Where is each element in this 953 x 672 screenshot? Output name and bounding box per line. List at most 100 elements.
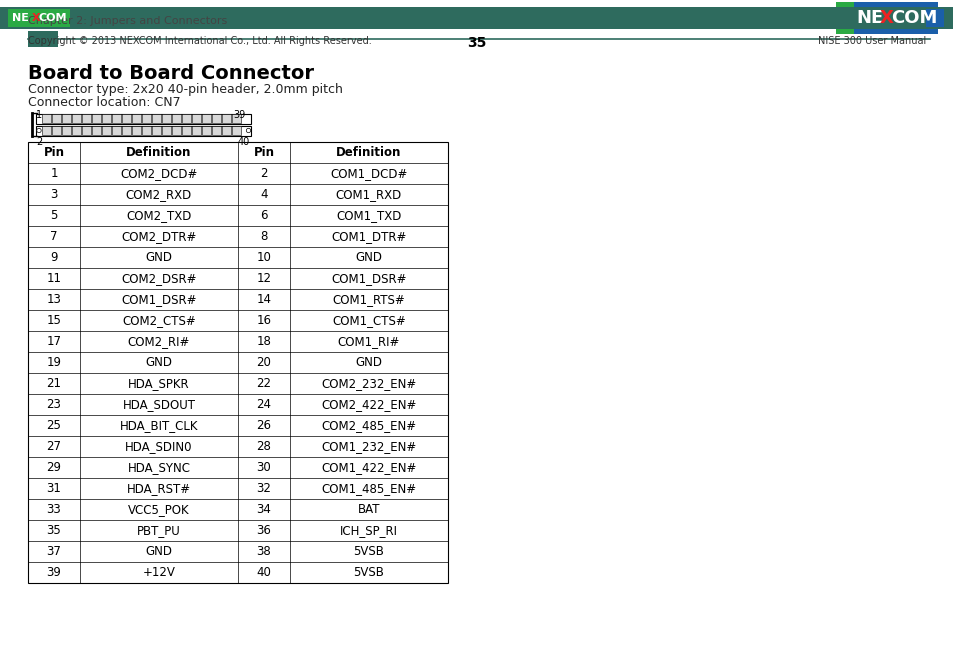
- Text: COM2_DSR#: COM2_DSR#: [121, 272, 196, 285]
- Text: 32: 32: [256, 482, 272, 495]
- Bar: [142, 114, 151, 123]
- Bar: [835, 2, 853, 34]
- Text: HDA_SYNC: HDA_SYNC: [128, 461, 191, 474]
- Text: Definition: Definition: [336, 146, 401, 159]
- Text: COM1_DCD#: COM1_DCD#: [330, 167, 407, 180]
- Text: 35: 35: [47, 524, 61, 537]
- Text: 24: 24: [256, 398, 272, 411]
- Text: COM2_485_EN#: COM2_485_EN#: [321, 419, 416, 432]
- Text: COM1_422_EN#: COM1_422_EN#: [321, 461, 416, 474]
- Bar: [122, 126, 131, 135]
- Bar: [42, 114, 51, 123]
- Bar: [82, 126, 91, 135]
- Text: HDA_RST#: HDA_RST#: [127, 482, 191, 495]
- Text: HDA_BIT_CLK: HDA_BIT_CLK: [120, 419, 198, 432]
- Circle shape: [37, 128, 41, 132]
- Bar: [112, 126, 121, 135]
- Text: Pin: Pin: [44, 146, 65, 159]
- Text: 23: 23: [47, 398, 61, 411]
- Bar: [71, 126, 81, 135]
- Bar: [172, 126, 181, 135]
- Bar: [192, 114, 201, 123]
- Bar: [0, 7, 953, 29]
- Bar: [102, 126, 111, 135]
- Bar: [102, 114, 111, 123]
- Bar: [91, 114, 101, 123]
- Text: 19: 19: [47, 356, 61, 369]
- Bar: [28, 31, 58, 47]
- Text: 8: 8: [260, 230, 268, 243]
- Text: 39: 39: [47, 566, 61, 579]
- Text: 1: 1: [51, 167, 58, 180]
- Text: COM1_RXD: COM1_RXD: [335, 188, 402, 201]
- Text: 3: 3: [51, 188, 57, 201]
- Bar: [182, 114, 191, 123]
- Bar: [925, 9, 943, 27]
- Circle shape: [246, 128, 251, 132]
- Bar: [222, 126, 231, 135]
- Bar: [835, 2, 937, 34]
- Text: 13: 13: [47, 293, 61, 306]
- Bar: [212, 114, 221, 123]
- Text: 20: 20: [256, 356, 272, 369]
- Text: COM2_CTS#: COM2_CTS#: [122, 314, 195, 327]
- Text: GND: GND: [146, 356, 172, 369]
- Text: COM2_232_EN#: COM2_232_EN#: [321, 377, 416, 390]
- Bar: [132, 126, 141, 135]
- Bar: [62, 126, 71, 135]
- Text: NISE 300 User Manual: NISE 300 User Manual: [817, 36, 925, 46]
- Text: NE: NE: [12, 13, 29, 23]
- Text: 1: 1: [36, 110, 42, 120]
- Bar: [42, 126, 51, 135]
- Text: COM1_232_EN#: COM1_232_EN#: [321, 440, 416, 453]
- Text: COM2_RXD: COM2_RXD: [126, 188, 192, 201]
- Bar: [91, 126, 101, 135]
- Text: Connector type: 2x20 40-pin header, 2.0mm pitch: Connector type: 2x20 40-pin header, 2.0m…: [28, 83, 342, 96]
- Text: 2: 2: [260, 167, 268, 180]
- Text: 10: 10: [256, 251, 272, 264]
- Text: 30: 30: [256, 461, 271, 474]
- Text: COM1_RI#: COM1_RI#: [337, 335, 399, 348]
- Text: 2: 2: [36, 137, 42, 147]
- Bar: [62, 114, 71, 123]
- Text: 22: 22: [256, 377, 272, 390]
- Text: 16: 16: [256, 314, 272, 327]
- Text: 34: 34: [256, 503, 272, 516]
- Bar: [71, 114, 81, 123]
- Text: 36: 36: [256, 524, 272, 537]
- Text: COM2_RI#: COM2_RI#: [128, 335, 190, 348]
- Text: COM1_CTS#: COM1_CTS#: [332, 314, 405, 327]
- Text: COM2_422_EN#: COM2_422_EN#: [321, 398, 416, 411]
- Text: GND: GND: [355, 356, 382, 369]
- Text: GND: GND: [146, 545, 172, 558]
- Text: Board to Board Connector: Board to Board Connector: [28, 64, 314, 83]
- Bar: [232, 126, 241, 135]
- Bar: [172, 114, 181, 123]
- Text: 38: 38: [256, 545, 271, 558]
- Text: 29: 29: [47, 461, 61, 474]
- Bar: [8, 9, 70, 27]
- Text: Pin: Pin: [253, 146, 274, 159]
- Text: HDA_SDIN0: HDA_SDIN0: [125, 440, 193, 453]
- Text: Definition: Definition: [126, 146, 192, 159]
- Text: 21: 21: [47, 377, 61, 390]
- Text: 40: 40: [237, 137, 250, 147]
- Text: COM2_DCD#: COM2_DCD#: [120, 167, 197, 180]
- Text: 33: 33: [47, 503, 61, 516]
- Bar: [52, 114, 61, 123]
- Text: COM1_DSR#: COM1_DSR#: [121, 293, 196, 306]
- Bar: [232, 114, 241, 123]
- Bar: [192, 126, 201, 135]
- Text: 11: 11: [47, 272, 61, 285]
- Text: HDA_SPKR: HDA_SPKR: [128, 377, 190, 390]
- Text: 17: 17: [47, 335, 61, 348]
- Text: VCC5_POK: VCC5_POK: [128, 503, 190, 516]
- Text: COM2_DTR#: COM2_DTR#: [121, 230, 196, 243]
- Text: Copyright © 2013 NEXCOM International Co., Ltd. All Rights Reserved.: Copyright © 2013 NEXCOM International Co…: [28, 36, 372, 46]
- Bar: [202, 126, 211, 135]
- Text: ICH_SP_RI: ICH_SP_RI: [339, 524, 397, 537]
- Text: GND: GND: [146, 251, 172, 264]
- Bar: [82, 114, 91, 123]
- Text: HDA_SDOUT: HDA_SDOUT: [122, 398, 195, 411]
- Text: 15: 15: [47, 314, 61, 327]
